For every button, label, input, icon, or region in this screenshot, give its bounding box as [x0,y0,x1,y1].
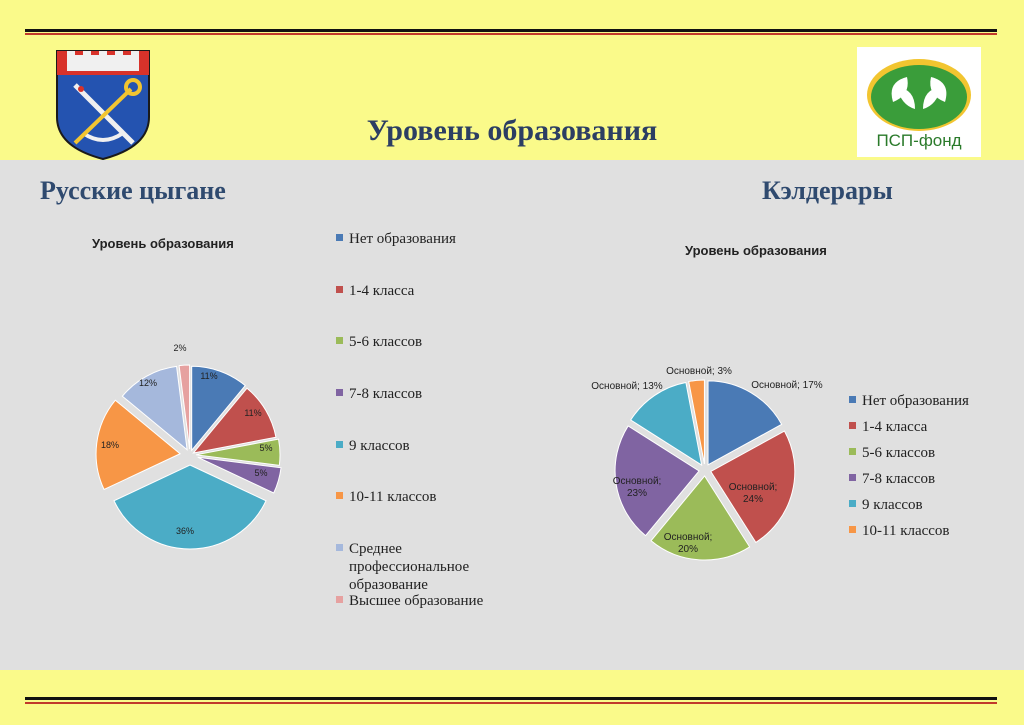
legend-label-0-5: 10-11 классов [349,489,437,506]
legend-label-1-4: 9 классов [862,497,923,513]
data-label-0-2: 5% [259,443,272,453]
legend-item-0-7: Высшее образование [334,592,509,644]
chart-title-left: Уровень образования [92,236,234,251]
legend-swatch-1-5 [849,526,856,533]
legend-label-0-2: 5-6 классов [349,334,423,351]
data-label-0-6: 12% [139,378,157,388]
pie-slice-0-1 [192,387,277,454]
data-label-0-7: 2% [173,343,186,353]
bottom-rule [25,697,997,700]
legend-swatch-1-2 [849,448,856,455]
data-label-0-1: 11% [244,408,261,418]
legend-item-0-2: 5-6 классов [334,333,509,385]
coat-of-arms-logo [56,50,150,161]
legend-swatch-0-6 [336,544,343,552]
data-label-1-2: Основной; 20% [664,532,713,555]
bottom-rule-accent [25,702,997,704]
data-label-0-4: 36% [176,526,194,536]
slide-title: Уровень образования [366,114,658,147]
fund-logo-text: ПСП-фонд [876,131,961,150]
legend-item-1-5: 10-11 классов [847,522,1022,548]
legend-label-0-0: Нет образования [349,231,456,247]
pie-slice-1-2 [650,475,751,561]
legend-label-1-1: 1-4 класса [862,419,928,435]
legend-label-0-7: Высшее образование [349,592,484,609]
data-label-1-3: Основной; 23% [613,476,662,499]
legend-swatch-0-7 [336,595,343,603]
legend-label-0-6: Среднее профессиональное образование [349,541,470,594]
pie-slice-1-5 [688,379,705,465]
legend-swatch-0-5 [336,492,343,500]
data-label-1-5: Основной; 3% [666,366,732,377]
legend-item-0-4: 9 классов [334,437,509,489]
legend-swatch-0-2 [336,337,343,345]
pie-slice-0-2 [195,438,281,466]
legend-label-0-4: 9 классов [349,437,410,454]
legend-item-1-1: 1-4 класса [847,418,1022,444]
pie-slice-0-3 [197,456,282,494]
pie-slice-1-1 [710,430,796,544]
legend-swatch-1-4 [849,500,856,507]
legend-item-0-6: Среднее профессиональное образование [334,540,509,594]
legend-label-1-5: 10-11 классов [862,523,950,539]
chart-title-right: Уровень образования [685,243,827,258]
legend-label-1-0: Нет образования [862,393,969,409]
legend-swatch-0-0 [336,234,343,241]
pie-slice-1-3 [614,425,700,537]
legend-item-0-5: 10-11 классов [334,488,509,540]
legend-item-1-4: 9 классов [847,496,1022,522]
legend-swatch-1-0 [849,396,856,403]
legend-item-1-0: Нет образования [847,392,1022,418]
legend-item-1-3: 7-8 классов [847,470,1022,496]
group-title-kalderash: Кэлдерары [762,176,893,205]
data-label-1-4: Основной; 13% [591,381,663,392]
legend-swatch-0-1 [336,285,343,293]
legend-swatch-1-3 [849,474,856,481]
legend-item-1-2: 5-6 классов [847,444,1022,470]
legend-left: Нет образования 1-4 класса 5-6 классов 7-8 … [334,230,509,644]
legend-label-0-3: 7-8 классов [349,386,423,403]
data-label-1-1: Основной; 24% [729,482,778,505]
legend-swatch-1-1 [849,422,856,429]
group-title-russian-roma: Русские цыгане [40,176,226,205]
legend-swatch-0-3 [336,389,343,397]
data-label-0-5: 18% [101,440,119,450]
top-rule [25,29,997,32]
pie-slice-0-7 [178,364,191,450]
legend-swatch-0-4 [336,440,343,448]
legend-label-1-3: 7-8 классов [862,471,936,487]
data-label-0-0: 11% [200,371,217,381]
pie-slice-1-0 [707,380,783,466]
legend-item-0-3: 7-8 классов [334,385,509,437]
pie-slice-0-6 [121,365,188,451]
pie-slice-0-5 [95,399,182,491]
legend-item-0-0: Нет образования [334,230,509,282]
legend-item-0-1: 1-4 класса [334,282,509,334]
legend-label-0-1: 1-4 класса [349,282,415,299]
pie-slice-0-0 [191,365,246,452]
legend-right: Нет образования 1-4 класса 5-6 классов 7-8 … [847,392,1022,548]
top-rule-accent [25,33,997,35]
psp-fund-logo: ПСП-фонд [857,47,981,157]
legend-label-1-2: 5-6 классов [862,445,936,461]
pie-slice-1-4 [630,381,703,467]
data-label-1-0: Основной; 17% [751,380,823,391]
pie-slice-0-4 [113,464,267,550]
data-label-0-3: 5% [254,468,267,478]
